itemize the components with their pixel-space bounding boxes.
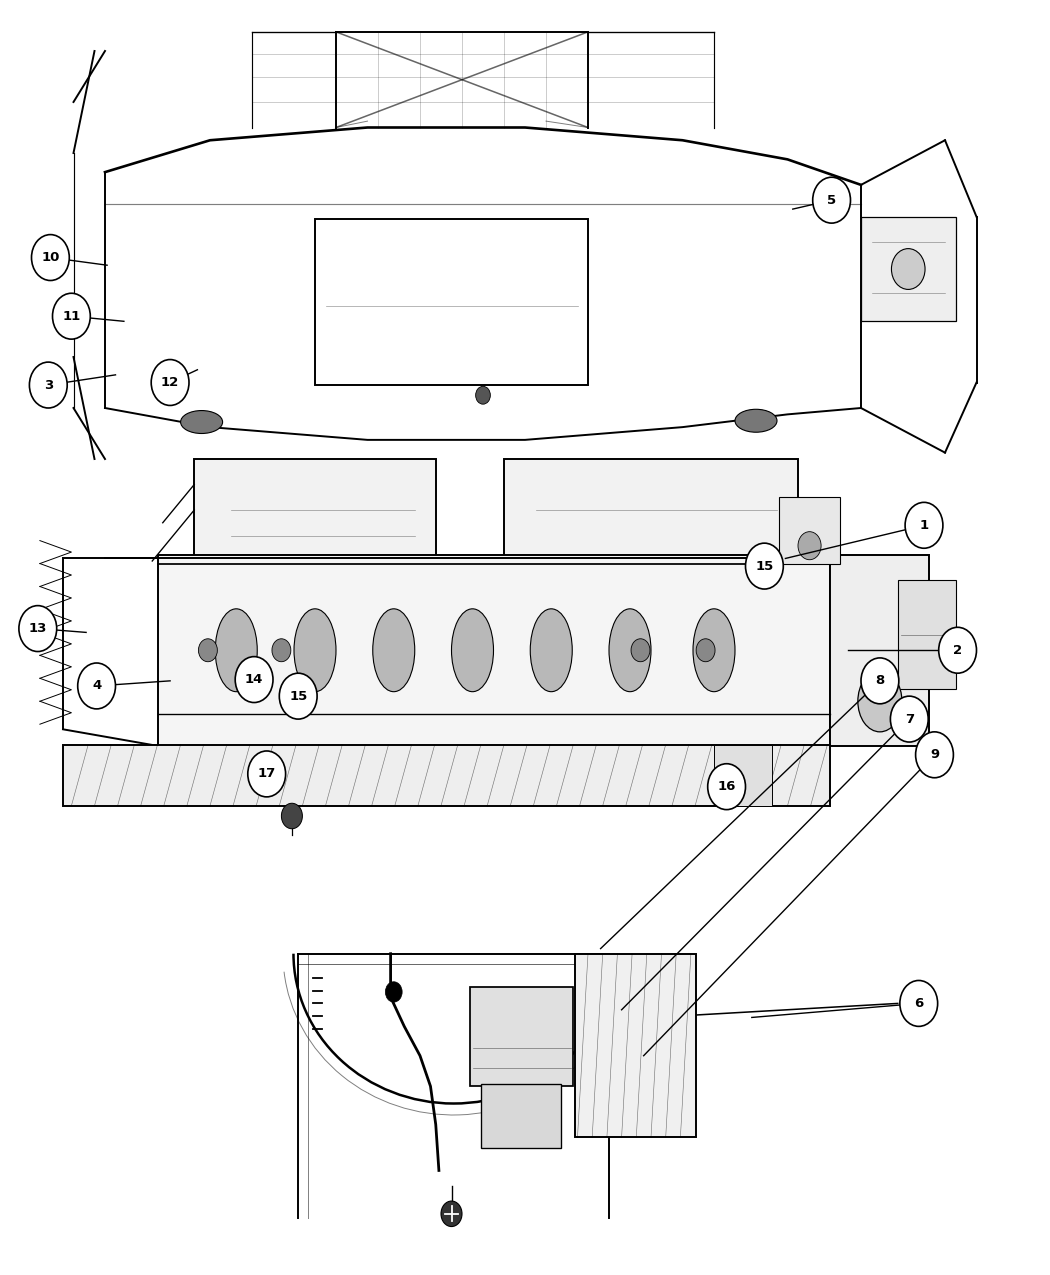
- Text: 12: 12: [161, 376, 180, 389]
- Circle shape: [939, 627, 977, 673]
- Circle shape: [29, 362, 67, 408]
- Circle shape: [905, 502, 943, 548]
- Circle shape: [235, 657, 273, 703]
- Circle shape: [798, 532, 821, 560]
- Ellipse shape: [693, 609, 735, 691]
- Bar: [63, 745, 830, 806]
- Circle shape: [151, 360, 189, 405]
- Text: 9: 9: [930, 748, 939, 761]
- Text: 10: 10: [41, 251, 60, 264]
- Circle shape: [890, 696, 928, 742]
- Circle shape: [385, 982, 402, 1002]
- Ellipse shape: [858, 671, 902, 732]
- Text: 1: 1: [920, 519, 928, 532]
- Text: 15: 15: [289, 690, 308, 703]
- Ellipse shape: [215, 609, 257, 691]
- Bar: [504, 459, 798, 561]
- Text: 2: 2: [953, 644, 962, 657]
- Text: 14: 14: [245, 673, 264, 686]
- Text: 7: 7: [905, 713, 914, 725]
- Bar: [898, 580, 956, 688]
- Bar: [470, 987, 573, 1086]
- Circle shape: [813, 177, 851, 223]
- Circle shape: [272, 639, 291, 662]
- Bar: [830, 555, 929, 746]
- Ellipse shape: [735, 409, 777, 432]
- Text: 13: 13: [28, 622, 47, 635]
- Bar: [779, 497, 840, 564]
- Circle shape: [32, 235, 69, 280]
- Circle shape: [279, 673, 317, 719]
- Circle shape: [891, 249, 925, 289]
- Circle shape: [696, 639, 715, 662]
- Ellipse shape: [530, 609, 572, 691]
- Text: 11: 11: [62, 310, 81, 323]
- Text: 8: 8: [876, 674, 884, 687]
- Ellipse shape: [181, 411, 223, 434]
- Circle shape: [78, 663, 116, 709]
- Text: 16: 16: [717, 780, 736, 793]
- Circle shape: [476, 386, 490, 404]
- Circle shape: [441, 1201, 462, 1227]
- Text: 17: 17: [257, 768, 276, 780]
- Circle shape: [746, 543, 783, 589]
- Circle shape: [916, 732, 953, 778]
- Bar: [861, 217, 956, 321]
- Circle shape: [708, 764, 746, 810]
- Circle shape: [631, 639, 650, 662]
- Text: 3: 3: [44, 379, 52, 391]
- Bar: [575, 954, 696, 1137]
- Ellipse shape: [609, 609, 651, 691]
- Bar: [315, 219, 588, 385]
- Ellipse shape: [294, 609, 336, 691]
- Bar: [714, 745, 772, 806]
- Circle shape: [900, 980, 938, 1026]
- Bar: [194, 459, 436, 561]
- Text: 4: 4: [92, 680, 101, 692]
- Ellipse shape: [452, 609, 494, 691]
- Circle shape: [861, 658, 899, 704]
- Ellipse shape: [373, 609, 415, 691]
- Bar: [481, 1084, 561, 1148]
- Text: 5: 5: [827, 194, 836, 207]
- Circle shape: [198, 639, 217, 662]
- Circle shape: [52, 293, 90, 339]
- Text: 15: 15: [755, 560, 774, 572]
- Bar: [158, 555, 830, 746]
- Circle shape: [281, 803, 302, 829]
- Circle shape: [19, 606, 57, 652]
- Text: 6: 6: [915, 997, 923, 1010]
- Circle shape: [248, 751, 286, 797]
